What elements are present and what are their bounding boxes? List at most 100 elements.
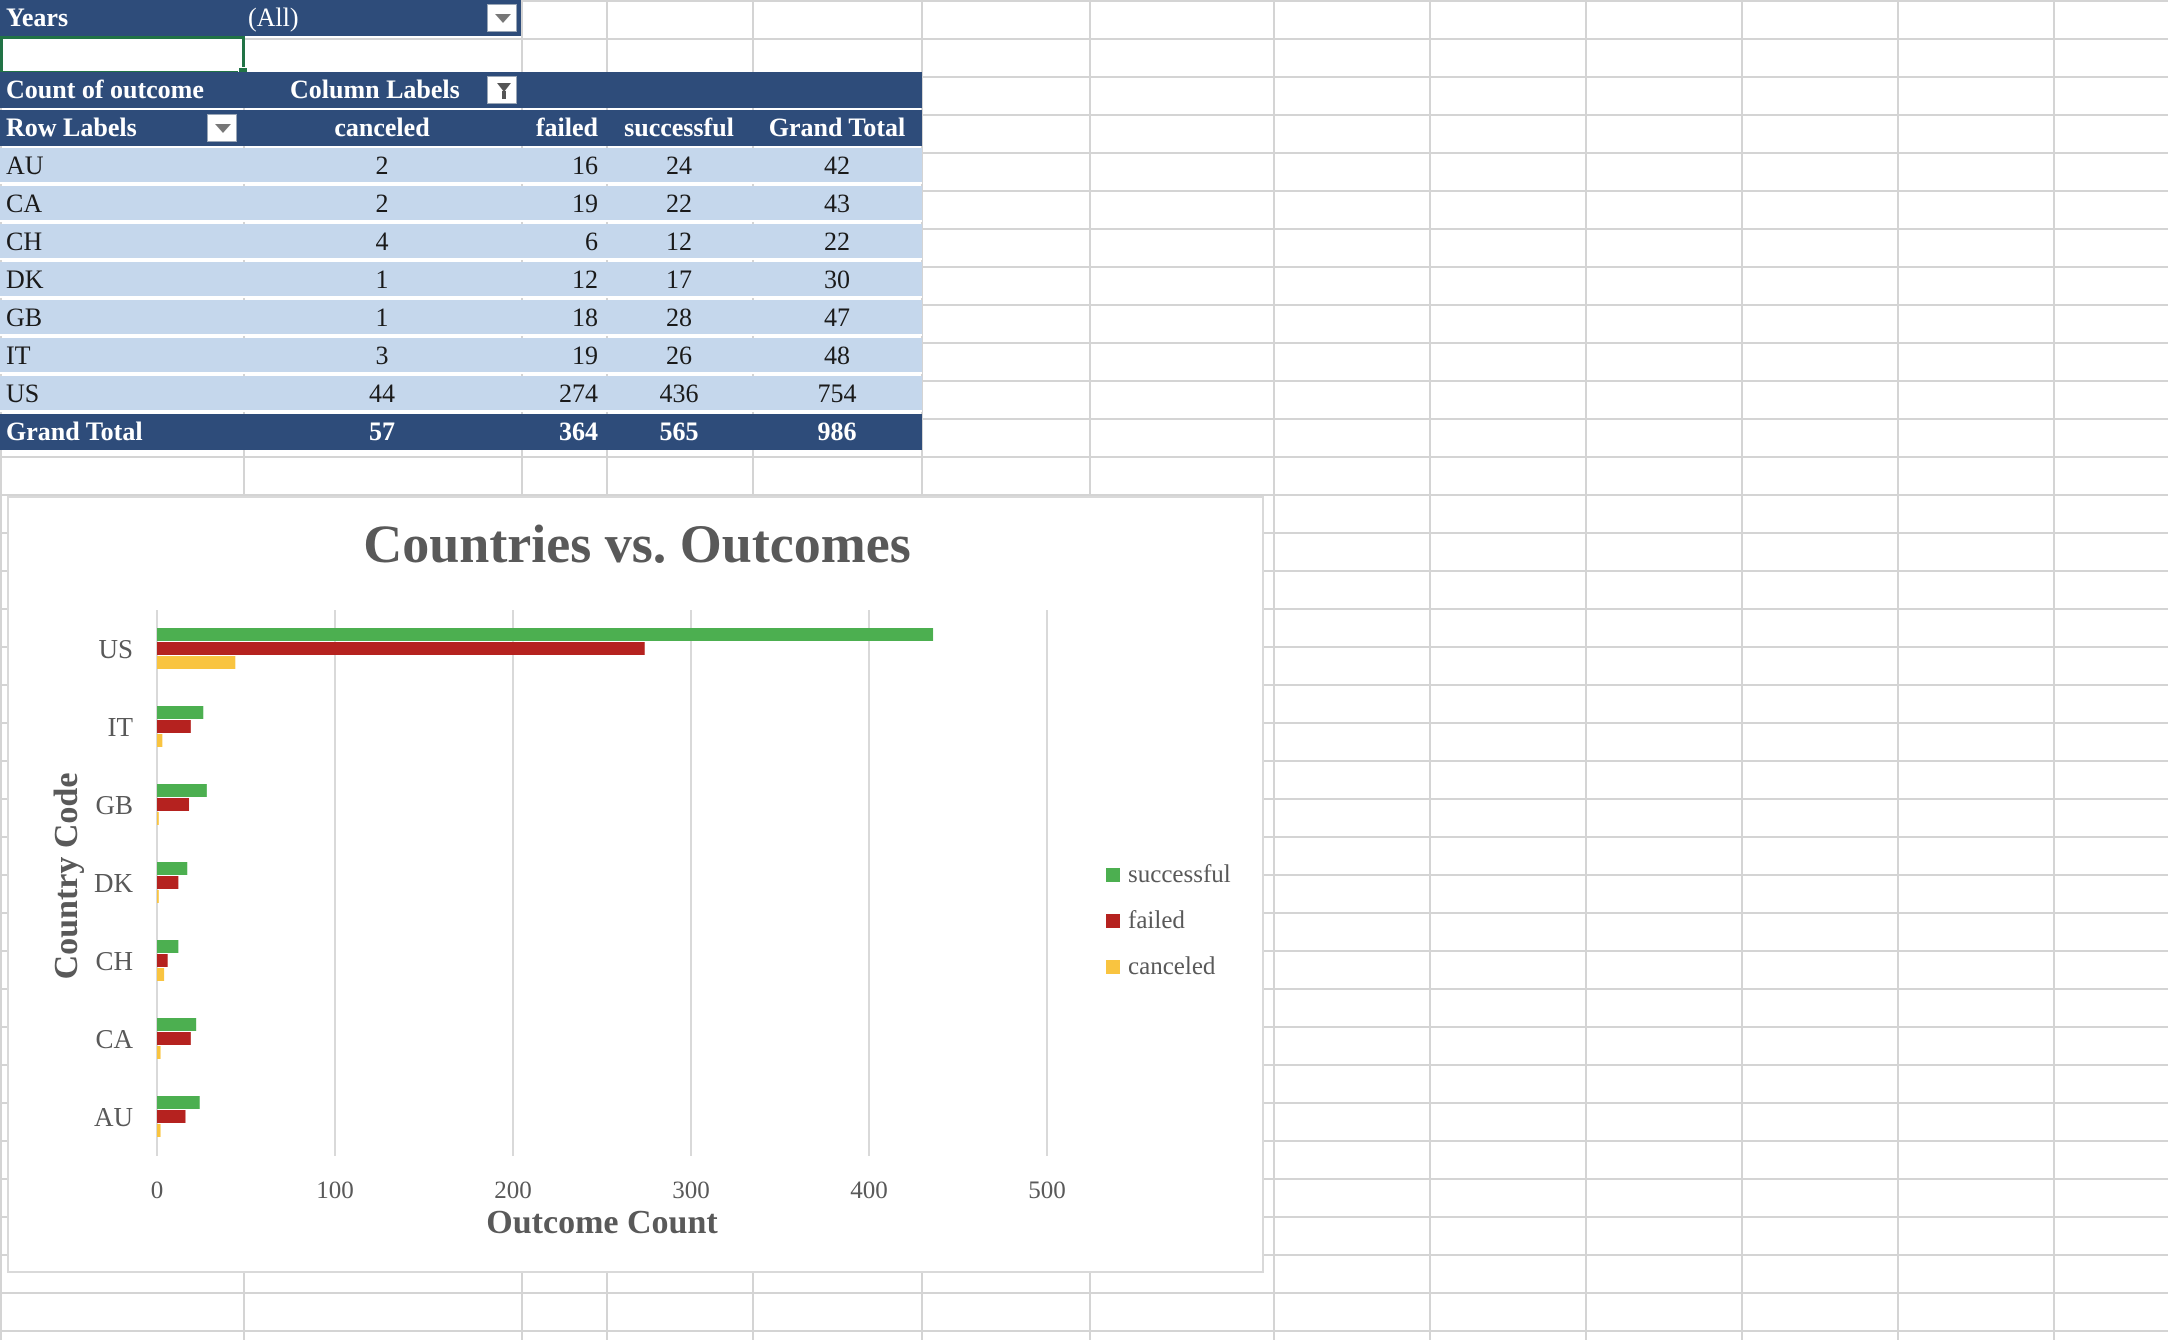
y-tick-label: CH xyxy=(95,946,133,976)
column-labels-header: Column Labels xyxy=(290,75,460,104)
x-axis-title[interactable]: Outcome Count xyxy=(486,1204,718,1241)
x-tick-label: 200 xyxy=(494,1177,532,1204)
cell-successful: 24 xyxy=(666,151,692,180)
table-row[interactable]: CA 2 19 22 43 xyxy=(0,186,922,222)
pivot-header-row-2: Row Labels canceled failed successful Gr… xyxy=(0,110,922,146)
cell-failed: 12 xyxy=(572,265,598,294)
y-axis-title[interactable]: Country Code xyxy=(48,773,85,980)
table-row[interactable]: GB 1 18 28 47 xyxy=(0,300,922,336)
column-gridline xyxy=(1897,0,1899,1340)
row-label: DK xyxy=(6,265,44,294)
bar-canceled-au[interactable] xyxy=(157,1124,161,1137)
y-tick-label: US xyxy=(98,634,133,664)
chart-area[interactable]: Countries vs. Outcomes AU CA CH DK GB IT US 0 1… xyxy=(7,496,1264,1273)
cell-grand-total: 48 xyxy=(824,341,850,370)
bar-failed-dk[interactable] xyxy=(157,876,179,889)
table-row[interactable]: DK 1 12 17 30 xyxy=(0,262,922,298)
grand-total-grand-total: 986 xyxy=(817,417,857,446)
row-label: CH xyxy=(6,227,43,256)
cell-canceled: 1 xyxy=(375,303,389,332)
bar-canceled-ch[interactable] xyxy=(157,968,165,981)
bar-failed-ch[interactable] xyxy=(157,954,168,967)
row-labels-dropdown-button[interactable] xyxy=(207,114,237,142)
cell-canceled: 2 xyxy=(375,189,389,218)
cell-successful: 436 xyxy=(659,379,699,408)
cell-canceled: 2 xyxy=(375,151,389,180)
legend-swatch-failed xyxy=(1106,914,1120,928)
bar-canceled-us[interactable] xyxy=(157,656,236,669)
cell-grand-total: 42 xyxy=(824,151,850,180)
column-labels-filter-button[interactable] xyxy=(487,76,517,104)
cell-successful: 28 xyxy=(666,303,692,332)
bar-canceled-it[interactable] xyxy=(157,734,163,747)
bar-failed-ca[interactable] xyxy=(157,1032,191,1045)
row-label: GB xyxy=(6,303,43,332)
legend-swatch-successful xyxy=(1106,868,1120,882)
filter-dropdown-button[interactable] xyxy=(487,4,517,32)
cell-failed: 19 xyxy=(572,189,598,218)
cell-canceled: 4 xyxy=(375,227,389,256)
cell-grand-total: 43 xyxy=(824,189,850,218)
cell-successful: 26 xyxy=(666,341,692,370)
column-gridline xyxy=(1741,0,1743,1340)
grand-total-failed: 364 xyxy=(559,417,598,446)
bar-canceled-ca[interactable] xyxy=(157,1046,161,1059)
legend-label-failed: failed xyxy=(1128,907,1185,934)
cell-successful: 12 xyxy=(666,227,692,256)
bar-canceled-dk[interactable] xyxy=(157,890,159,903)
bar-failed-it[interactable] xyxy=(157,720,191,733)
bar-successful-gb[interactable] xyxy=(157,784,207,797)
report-filter-row: Years (All) xyxy=(0,0,521,36)
table-row[interactable]: IT 3 19 26 48 xyxy=(0,338,922,374)
column-gridline xyxy=(1585,0,1587,1340)
column-gridline xyxy=(1429,0,1431,1340)
bar-failed-us[interactable] xyxy=(157,642,645,655)
filter-value: (All) xyxy=(248,3,299,32)
row-labels-header: Row Labels xyxy=(6,113,137,142)
row-label: IT xyxy=(6,341,31,370)
table-row[interactable]: CH 4 6 12 22 xyxy=(0,224,922,260)
chart-legend[interactable]: successful failed canceled xyxy=(1106,861,1231,980)
x-tick-label: 500 xyxy=(1028,1177,1066,1204)
chart-title[interactable]: Countries vs. Outcomes xyxy=(363,514,910,574)
category-axis: AU CA CH DK GB IT US xyxy=(94,634,134,1132)
y-tick-label: IT xyxy=(108,712,134,742)
cell-grand-total: 47 xyxy=(824,303,850,332)
column-header-grand-total: Grand Total xyxy=(768,113,906,142)
column-header-failed: failed xyxy=(535,113,598,142)
grand-total-row[interactable]: Grand Total 57 364 565 986 xyxy=(0,414,922,450)
cell-failed: 6 xyxy=(585,227,598,256)
bar-successful-ca[interactable] xyxy=(157,1018,197,1031)
column-header-successful: successful xyxy=(624,113,734,142)
x-tick-label: 400 xyxy=(850,1177,888,1204)
selected-cell[interactable] xyxy=(0,36,248,77)
cell-failed: 16 xyxy=(572,151,598,180)
bar-failed-gb[interactable] xyxy=(157,798,190,811)
dropdown-arrow-icon xyxy=(215,124,231,133)
legend-label-canceled: canceled xyxy=(1128,953,1216,980)
value-field-label: Count of outcome xyxy=(6,75,204,104)
y-tick-label: CA xyxy=(95,1024,133,1054)
cell-grand-total: 754 xyxy=(817,379,857,408)
gridlines xyxy=(156,610,1048,1156)
bar-successful-au[interactable] xyxy=(157,1096,200,1109)
cell-canceled: 3 xyxy=(375,341,389,370)
legend-swatch-canceled xyxy=(1106,960,1120,974)
bar-canceled-gb[interactable] xyxy=(157,812,159,825)
pivot-header-row-1: Count of outcome Column Labels xyxy=(0,72,922,108)
cell-successful: 22 xyxy=(666,189,692,218)
bar-successful-it[interactable] xyxy=(157,706,204,719)
bar-successful-ch[interactable] xyxy=(157,940,179,953)
bar-failed-au[interactable] xyxy=(157,1110,186,1123)
cell-grand-total: 22 xyxy=(824,227,850,256)
grand-total-successful: 565 xyxy=(659,417,699,446)
table-row[interactable]: AU 2 16 24 42 xyxy=(0,148,922,184)
bars xyxy=(157,628,934,1137)
cell-failed: 19 xyxy=(572,341,598,370)
bar-successful-dk[interactable] xyxy=(157,862,188,875)
bar-successful-us[interactable] xyxy=(157,628,934,641)
dropdown-arrow-icon xyxy=(495,14,511,23)
grand-total-canceled: 57 xyxy=(369,417,395,446)
row-label: CA xyxy=(6,189,43,218)
table-row[interactable]: US 44 274 436 754 xyxy=(0,376,922,412)
